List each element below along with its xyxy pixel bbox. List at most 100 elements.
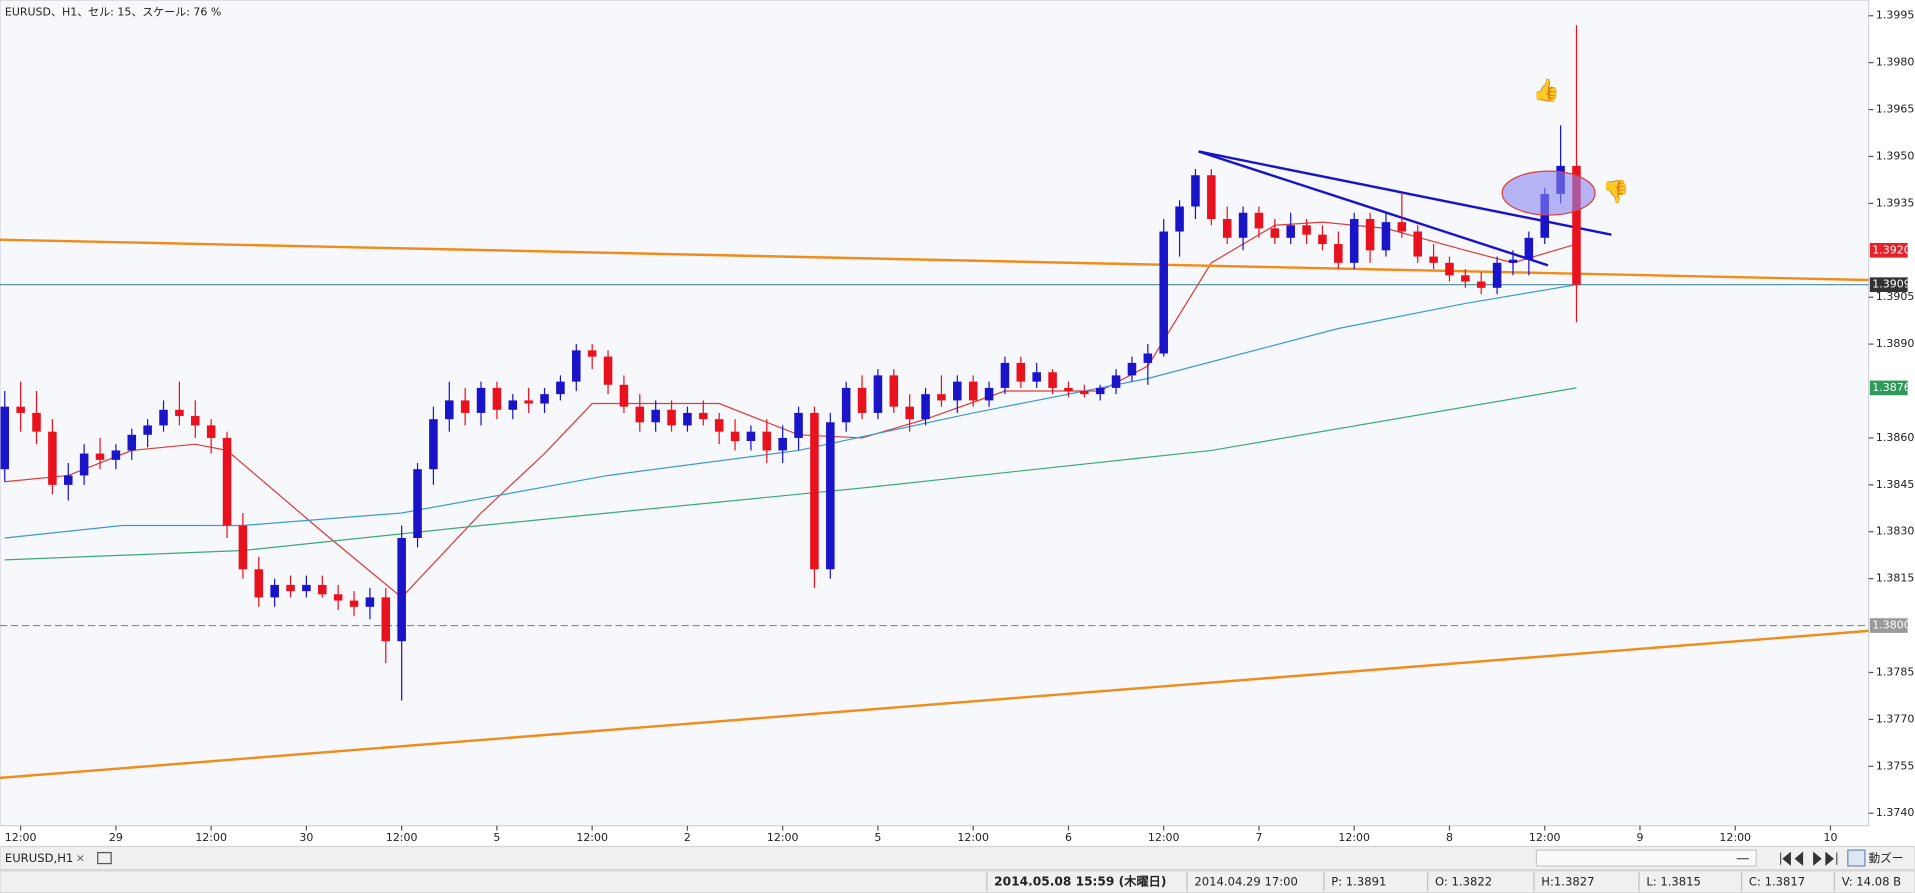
price-badge-label: 1.3876 bbox=[1872, 381, 1910, 394]
candle-body bbox=[1238, 212, 1248, 238]
candle-body bbox=[540, 394, 549, 404]
x-tick-label: 5 bbox=[493, 831, 500, 844]
x-tick-label: 12:00 bbox=[576, 831, 608, 844]
candle-body bbox=[365, 597, 375, 607]
candle-body bbox=[1207, 175, 1216, 220]
moving-average bbox=[4, 387, 1577, 561]
price-badge bbox=[1869, 618, 1908, 633]
y-tick-label: 1.3980 bbox=[1876, 56, 1914, 69]
x-tick-label: 12:00 bbox=[1529, 831, 1561, 844]
candle-body bbox=[413, 469, 422, 539]
status-field: 2014.05.08 15:59 (木曜日) bbox=[994, 873, 1166, 888]
candle-body bbox=[222, 437, 232, 526]
candle-body bbox=[1000, 362, 1010, 388]
candle-body bbox=[508, 400, 518, 410]
candle-body bbox=[635, 406, 645, 423]
x-tick-label: 12:00 bbox=[767, 831, 799, 844]
x-tick-label: 12:00 bbox=[195, 831, 227, 844]
tab-close[interactable]: × bbox=[76, 852, 85, 865]
y-tick-label: 1.3770 bbox=[1876, 712, 1914, 725]
candle-body bbox=[984, 387, 994, 401]
candle-body bbox=[1095, 387, 1105, 395]
candle-body bbox=[270, 584, 279, 598]
tab-window-button[interactable] bbox=[97, 851, 112, 865]
candle-body bbox=[333, 594, 343, 601]
trendline bbox=[0, 629, 1869, 780]
plot-area bbox=[0, 0, 1870, 827]
scrollbar[interactable] bbox=[1535, 849, 1757, 867]
candle-body bbox=[1429, 256, 1438, 263]
status-field: C: 1.3817 bbox=[1749, 874, 1805, 888]
candle-body bbox=[79, 453, 89, 476]
candle-body bbox=[1064, 387, 1073, 392]
x-tick-label: 10 bbox=[1823, 831, 1837, 844]
candle-body bbox=[318, 584, 327, 595]
candle-body bbox=[429, 419, 438, 470]
candle-body bbox=[492, 387, 502, 410]
candle-body bbox=[1318, 234, 1327, 245]
candle-body bbox=[603, 356, 613, 385]
x-tick-label: 6 bbox=[1065, 831, 1072, 844]
candle-body bbox=[841, 387, 851, 423]
trendline bbox=[1198, 150, 1549, 267]
candle-body bbox=[1159, 231, 1168, 354]
auto-zoom-label[interactable]: 動ズー bbox=[1869, 851, 1904, 865]
candle-body bbox=[556, 381, 565, 395]
candle-body bbox=[1572, 165, 1581, 285]
tab-bar bbox=[0, 845, 1915, 871]
chart-tab[interactable]: EURUSD,H1 bbox=[5, 851, 73, 865]
candle-body bbox=[1143, 353, 1153, 363]
candle-body bbox=[1080, 391, 1089, 395]
candle-body bbox=[111, 450, 121, 460]
candle-body bbox=[699, 412, 708, 420]
candle-body bbox=[397, 538, 406, 642]
auto-zoom-button[interactable] bbox=[1847, 849, 1866, 867]
status-field: P: 1.3891 bbox=[1331, 874, 1386, 888]
price-badge bbox=[1869, 277, 1908, 293]
candle-body bbox=[254, 569, 264, 598]
candle-body bbox=[921, 394, 930, 420]
candle-body bbox=[1175, 206, 1184, 232]
candle-body bbox=[857, 387, 867, 413]
candle-body bbox=[1191, 175, 1200, 207]
candle-body bbox=[730, 431, 740, 442]
candle-body bbox=[1016, 362, 1026, 382]
candle-body bbox=[1334, 244, 1343, 263]
status-bar bbox=[0, 870, 1915, 893]
candle-body bbox=[1349, 219, 1359, 263]
y-tick-label: 1.3950 bbox=[1876, 149, 1914, 162]
y-tick-label: 1.3935 bbox=[1876, 196, 1914, 209]
y-tick-label: 1.3785 bbox=[1876, 665, 1914, 678]
nav-buttons[interactable] bbox=[1780, 851, 1838, 866]
price-badge-label: 1.3800 bbox=[1872, 619, 1910, 632]
candle-body bbox=[1413, 231, 1422, 257]
highlight-ellipse bbox=[1501, 170, 1596, 216]
candle-body bbox=[683, 412, 692, 426]
price-badge bbox=[1869, 380, 1908, 396]
candle-body bbox=[48, 431, 57, 485]
trendline bbox=[0, 238, 1869, 282]
candle-body bbox=[190, 416, 200, 426]
candle-body bbox=[286, 584, 295, 592]
x-tick-label: 30 bbox=[299, 831, 313, 844]
candle-body bbox=[953, 381, 962, 401]
thumbs-down-icon: 👎 bbox=[1602, 179, 1629, 205]
candle-body bbox=[159, 409, 168, 426]
candle-body bbox=[1508, 259, 1518, 263]
x-tick-label: 12:00 bbox=[957, 831, 989, 844]
candle-body bbox=[206, 425, 216, 438]
candle-body bbox=[1476, 281, 1486, 288]
x-tick-label: 7 bbox=[1255, 831, 1262, 844]
candle-body bbox=[968, 381, 978, 401]
candle-body bbox=[1032, 372, 1041, 382]
price-badge-label: 1.3909 bbox=[1872, 278, 1910, 291]
candle-body bbox=[524, 400, 533, 404]
y-tick-label: 1.3755 bbox=[1876, 759, 1914, 772]
candle-body bbox=[1048, 372, 1057, 388]
candle-body bbox=[1127, 362, 1137, 376]
candle-body bbox=[826, 422, 835, 570]
chart-title: EURUSD、H1、セル: 15、スケール: 76 % bbox=[5, 5, 221, 18]
candle-body bbox=[651, 409, 660, 423]
x-tick-label: 12:00 bbox=[5, 831, 37, 844]
